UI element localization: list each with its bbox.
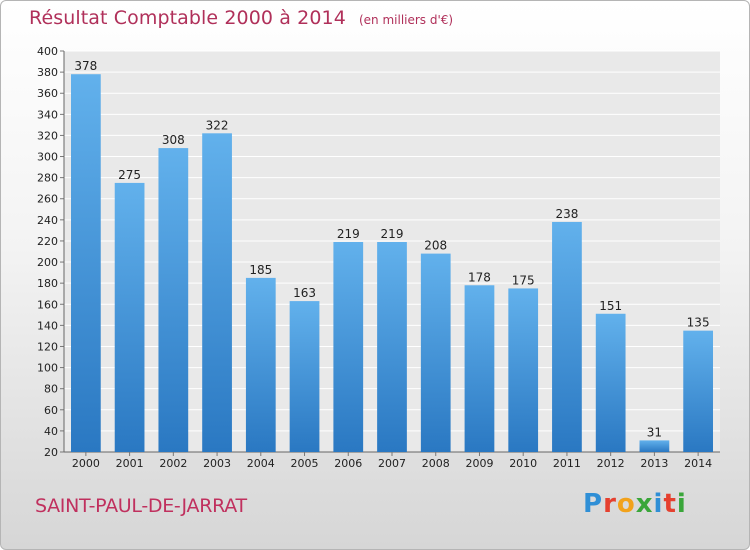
y-tick-label: 120 [37,340,58,353]
y-tick-label: 280 [37,172,58,185]
data-label: 163 [293,286,316,300]
bar [289,301,320,452]
bar [245,277,276,452]
x-tick-label: 2000 [72,457,100,470]
y-tick-label: 400 [37,45,58,58]
logo-letter: i [653,489,664,519]
data-label: 322 [206,118,229,132]
y-tick-label: 240 [37,214,58,227]
bar [333,242,364,452]
logo-letter: P [583,489,604,519]
x-tick-label: 2001 [116,457,144,470]
data-label: 175 [512,273,535,287]
logo-letter: t [663,489,677,519]
data-label: 219 [381,227,404,241]
bar [70,74,101,452]
bar [508,288,539,452]
x-tick-label: 2013 [640,457,668,470]
y-tick-label: 160 [37,298,58,311]
y-tick-label: 20 [44,446,58,459]
bar [552,221,582,452]
title-block: Résultat Comptable 2000 à 2014 (en milli… [29,7,453,29]
x-tick-label: 2012 [597,457,625,470]
y-tick-label: 320 [37,129,58,142]
data-label: 275 [118,168,141,182]
y-tick-label: 380 [37,66,58,79]
bar [114,182,145,452]
data-label: 238 [555,207,578,221]
bar [639,440,670,452]
data-label: 151 [599,299,622,313]
bar [202,133,232,452]
y-tick-label: 360 [37,87,58,100]
y-tick-label: 180 [37,277,58,290]
city-name: SAINT-PAUL-DE-JARRAT [35,495,247,517]
data-label: 219 [337,227,360,241]
data-label: 308 [162,133,185,147]
x-tick-label: 2003 [203,457,231,470]
bar [420,253,451,452]
y-tick-label: 340 [37,108,58,121]
y-tick-label: 200 [37,256,58,269]
y-tick-label: 80 [44,383,58,396]
x-tick-label: 2002 [159,457,187,470]
y-tick-label: 300 [37,151,58,164]
x-tick-label: 2014 [684,457,712,470]
proxiti-logo[interactable]: Proxiti [583,489,687,519]
y-tick-label: 100 [37,362,58,375]
chart-unit-label: (en milliers d'€) [358,13,454,27]
x-tick-label: 2005 [291,457,319,470]
data-label: 185 [249,263,272,277]
data-label: 31 [647,425,662,439]
logo-letter: r [603,489,617,519]
bar [464,285,495,452]
y-tick-label: 40 [44,425,58,438]
logo-letter: i [676,489,687,519]
x-tick-label: 2006 [334,457,362,470]
bar [683,330,714,452]
x-tick-label: 2009 [465,457,493,470]
y-tick-label: 140 [37,319,58,332]
y-tick-label: 60 [44,404,58,417]
x-tick-label: 2008 [422,457,450,470]
x-tick-label: 2007 [378,457,406,470]
data-label: 178 [468,270,491,284]
x-tick-label: 2010 [509,457,537,470]
y-tick-label: 260 [37,193,58,206]
y-tick-label: 220 [37,235,58,248]
logo-letter: x [635,489,654,519]
data-label: 208 [424,239,447,253]
data-label: 378 [74,59,97,73]
bar [158,148,189,452]
data-label: 135 [687,316,710,330]
x-tick-label: 2011 [553,457,581,470]
bar [595,313,626,452]
chart-title: Résultat Comptable 2000 à 2014 [29,7,346,29]
bar [377,242,407,452]
logo-letter: o [616,489,636,519]
x-tick-label: 2004 [247,457,275,470]
